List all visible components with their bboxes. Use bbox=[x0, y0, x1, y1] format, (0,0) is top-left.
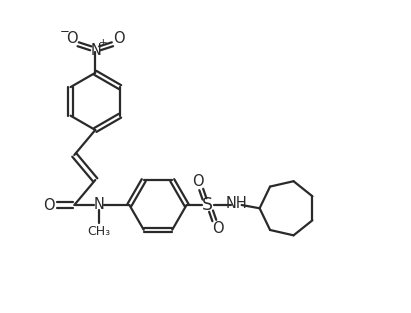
Text: NH: NH bbox=[226, 196, 247, 211]
Text: CH₃: CH₃ bbox=[87, 225, 110, 238]
Text: +: + bbox=[99, 38, 108, 49]
Text: N: N bbox=[91, 43, 102, 58]
Text: −: − bbox=[60, 25, 69, 38]
Text: O: O bbox=[44, 198, 55, 213]
Text: O: O bbox=[66, 31, 78, 46]
Text: S: S bbox=[202, 196, 213, 214]
Text: N: N bbox=[93, 197, 104, 212]
Text: O: O bbox=[212, 221, 224, 236]
Text: O: O bbox=[192, 174, 204, 189]
Text: O: O bbox=[113, 31, 125, 46]
